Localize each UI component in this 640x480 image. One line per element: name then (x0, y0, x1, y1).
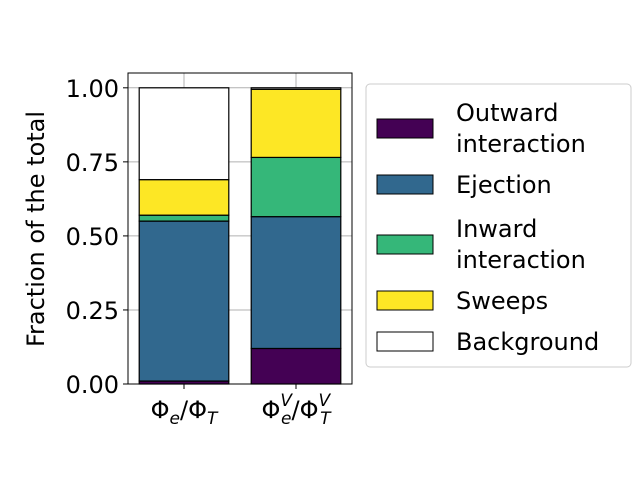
legend-swatch-1 (376, 174, 434, 195)
x-tick-label-1: ΦV e/ΦV T (261, 391, 332, 429)
legend-swatch-2 (376, 234, 434, 255)
y-tick-label-4: 1.00 (66, 75, 119, 103)
bar-segment-outward-interaction-1 (250, 347, 342, 385)
bar-segment-background-0 (138, 87, 230, 181)
y-tick-label-1: 0.25 (66, 297, 119, 325)
legend-label-0: Outward interaction (456, 99, 586, 158)
legend: Outward interaction Ejection Inward interact… (365, 83, 632, 368)
legend-swatch-0 (376, 118, 434, 139)
bar-segment-inward-interaction-0 (138, 214, 230, 222)
bar-segment-inward-interaction-1 (250, 156, 342, 218)
legend-label-4: Background (456, 328, 599, 356)
bar-segment-ejection-0 (138, 220, 230, 382)
legend-swatch-4 (376, 331, 434, 352)
legend-swatch-3 (376, 290, 434, 311)
bar-segment-sweeps-0 (138, 179, 230, 216)
bar-segment-ejection-1 (250, 216, 342, 350)
legend-label-2: Inward interaction (456, 215, 586, 274)
x-tick-label-0: Φe/ΦT (151, 396, 219, 429)
y-tick-label-2: 0.50 (66, 223, 119, 251)
y-axis-ticks: 0.00 0.25 0.50 0.75 1.00 (66, 75, 297, 399)
legend-label-1: Ejection (456, 171, 552, 199)
y-tick-label-3: 0.75 (66, 149, 119, 177)
y-tick-label-0: 0.00 (66, 371, 119, 399)
bar-segment-sweeps-1 (250, 88, 342, 159)
bar-segment-background-1 (250, 87, 342, 90)
y-axis-label: Fraction of the total (22, 111, 50, 347)
legend-label-3: Sweeps (456, 287, 548, 315)
plot-frame (127, 72, 353, 385)
x-axis-ticks: Φe/ΦT ΦV e/ΦV T (151, 391, 332, 429)
bars (138, 87, 342, 385)
